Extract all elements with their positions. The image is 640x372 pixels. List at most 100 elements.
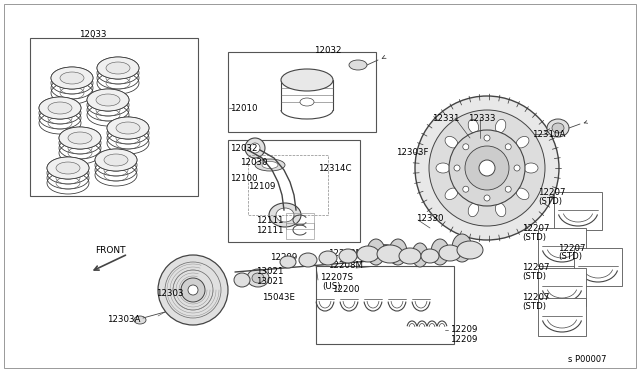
Ellipse shape (495, 119, 506, 133)
Circle shape (484, 195, 490, 201)
Bar (30, 38, 198, 196)
Ellipse shape (445, 188, 458, 200)
Ellipse shape (516, 188, 529, 200)
Text: (STD): (STD) (522, 232, 546, 241)
Text: 12207: 12207 (538, 187, 566, 196)
Text: 12109: 12109 (248, 182, 275, 190)
Ellipse shape (106, 62, 130, 74)
Bar (316, 266, 454, 344)
Ellipse shape (48, 102, 72, 114)
Ellipse shape (389, 239, 407, 265)
Ellipse shape (524, 163, 538, 173)
Text: 12330: 12330 (416, 214, 444, 222)
Ellipse shape (547, 119, 569, 137)
Ellipse shape (452, 234, 472, 262)
Circle shape (465, 146, 509, 190)
Circle shape (454, 165, 460, 171)
Text: 12200: 12200 (332, 285, 360, 295)
Text: 13021: 13021 (256, 267, 284, 276)
Text: FRONT: FRONT (95, 246, 125, 254)
Ellipse shape (439, 245, 461, 261)
Ellipse shape (552, 123, 564, 133)
Ellipse shape (399, 248, 421, 264)
Ellipse shape (349, 60, 367, 70)
Ellipse shape (255, 159, 285, 171)
Ellipse shape (377, 245, 403, 263)
Bar (228, 140, 360, 242)
Circle shape (429, 110, 545, 226)
Text: 15043E: 15043E (262, 294, 295, 302)
Bar (574, 248, 622, 286)
Circle shape (449, 130, 525, 206)
Text: 12303F: 12303F (396, 148, 429, 157)
Ellipse shape (234, 273, 250, 287)
Text: 12331: 12331 (432, 113, 460, 122)
Ellipse shape (60, 72, 84, 84)
Ellipse shape (300, 98, 314, 106)
Text: 12314C: 12314C (318, 164, 351, 173)
Text: 12033: 12033 (79, 29, 107, 38)
Circle shape (514, 165, 520, 171)
Ellipse shape (59, 127, 101, 149)
Text: 12310A: 12310A (532, 129, 565, 138)
Text: 12207: 12207 (522, 224, 550, 232)
Bar (228, 52, 376, 132)
Circle shape (463, 144, 468, 150)
Text: (US): (US) (322, 282, 340, 291)
Text: 12207: 12207 (522, 263, 550, 273)
Ellipse shape (276, 208, 294, 222)
Ellipse shape (421, 249, 439, 263)
Circle shape (250, 143, 260, 153)
Text: 13021: 13021 (256, 278, 284, 286)
Bar (538, 268, 586, 306)
Bar (554, 192, 602, 230)
Circle shape (181, 278, 205, 302)
Text: 12209: 12209 (450, 336, 477, 344)
Ellipse shape (97, 57, 139, 79)
Text: 12100: 12100 (230, 173, 257, 183)
Bar (248, 155, 328, 215)
Circle shape (479, 160, 495, 176)
Text: 12207S: 12207S (320, 273, 353, 282)
Ellipse shape (281, 69, 333, 91)
Text: 12207: 12207 (558, 244, 586, 253)
Text: 12207: 12207 (522, 294, 550, 302)
Text: 12111: 12111 (256, 215, 284, 224)
Text: 12333: 12333 (468, 113, 495, 122)
Ellipse shape (87, 89, 129, 111)
Text: 12208M: 12208M (328, 248, 363, 257)
Circle shape (484, 135, 490, 141)
Text: 12299: 12299 (270, 253, 297, 263)
Ellipse shape (436, 163, 450, 173)
Ellipse shape (68, 132, 92, 144)
Ellipse shape (47, 157, 89, 179)
Ellipse shape (468, 203, 479, 217)
Ellipse shape (56, 162, 80, 174)
Ellipse shape (107, 117, 149, 139)
Text: 12303A: 12303A (107, 315, 140, 324)
Text: (STD): (STD) (558, 253, 582, 262)
Ellipse shape (431, 239, 449, 265)
Ellipse shape (495, 203, 506, 217)
Ellipse shape (134, 316, 146, 324)
Circle shape (505, 186, 511, 192)
Ellipse shape (95, 149, 137, 171)
Ellipse shape (339, 249, 357, 263)
Ellipse shape (116, 122, 140, 134)
Bar (286, 223, 314, 239)
Text: 12303: 12303 (156, 289, 184, 298)
Text: 12208M: 12208M (328, 260, 363, 269)
Ellipse shape (367, 239, 385, 265)
Text: 12032: 12032 (314, 45, 342, 55)
Text: (STD): (STD) (538, 196, 562, 205)
Ellipse shape (468, 119, 479, 133)
Bar (286, 213, 314, 229)
Ellipse shape (457, 241, 483, 259)
Circle shape (415, 96, 559, 240)
Bar (538, 228, 586, 266)
Ellipse shape (104, 154, 128, 166)
Text: 12032: 12032 (230, 144, 257, 153)
Ellipse shape (516, 137, 529, 148)
Ellipse shape (319, 251, 337, 265)
Text: 12030: 12030 (240, 157, 268, 167)
